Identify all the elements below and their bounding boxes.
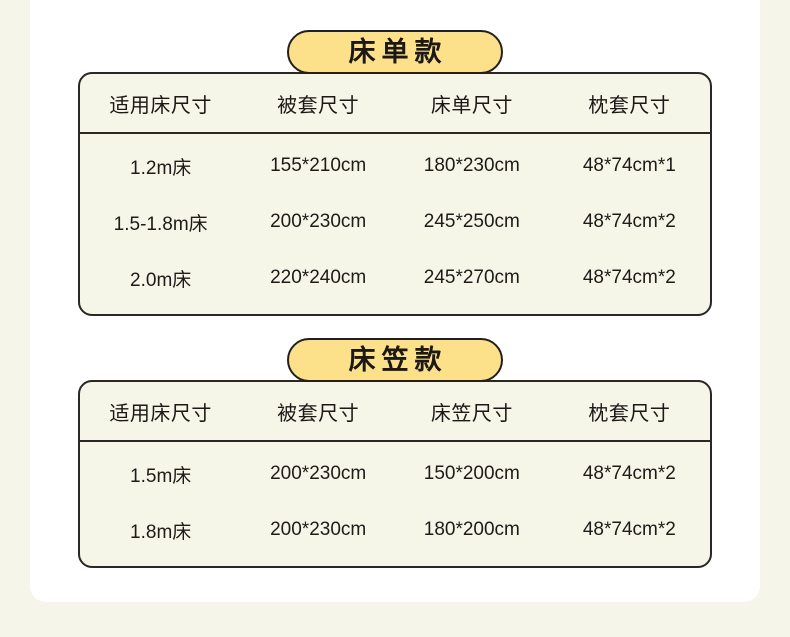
column-header-pillowcase-size: 枕套尺寸 <box>588 402 671 425</box>
column-header-fitted-sheet-size: 床笠尺寸 <box>430 402 513 425</box>
cell-fitted-sheet-size: 180*200cm <box>423 519 520 540</box>
cell-duvet-cover-size: 200*230cm <box>270 519 367 540</box>
size-table-fitted-sheet: 适用床尺寸 被套尺寸 床笠尺寸 枕套尺寸 1.5m床 200*230cm 150… <box>78 380 712 568</box>
column-header-duvet-cover-size: 被套尺寸 <box>277 402 360 425</box>
table-body: 1.2m床 155*210cm 180*230cm 48*74cm*1 1.5-… <box>80 134 710 314</box>
column-header-duvet-cover-size: 被套尺寸 <box>277 94 360 117</box>
cell-pillowcase-size: 48*74cm*2 <box>582 211 676 232</box>
cell-bed-size: 1.8m床 <box>130 521 192 543</box>
column-header-sheet-size: 床单尺寸 <box>430 94 513 117</box>
section-badge-fitted-sheet: 床笠款 <box>287 338 503 382</box>
content-card: 床单款 适用床尺寸 被套尺寸 床单尺寸 枕套尺寸 1.2m床 155*210cm… <box>30 0 760 602</box>
column-header-pillowcase-size: 枕套尺寸 <box>588 94 671 117</box>
table-header-row: 适用床尺寸 被套尺寸 床单尺寸 枕套尺寸 <box>80 74 710 134</box>
cell-pillowcase-size: 48*74cm*2 <box>582 267 676 288</box>
cell-pillowcase-size: 48*74cm*1 <box>582 155 676 176</box>
cell-bed-size: 2.0m床 <box>130 269 192 291</box>
cell-pillowcase-size: 48*74cm*2 <box>582 463 676 484</box>
cell-sheet-size: 245*270cm <box>423 267 520 288</box>
size-table-bed-sheet: 适用床尺寸 被套尺寸 床单尺寸 枕套尺寸 1.2m床 155*210cm 180… <box>78 72 712 316</box>
column-header-bed-size: 适用床尺寸 <box>109 402 212 425</box>
table-header-row: 适用床尺寸 被套尺寸 床笠尺寸 枕套尺寸 <box>80 382 710 442</box>
cell-sheet-size: 245*250cm <box>423 211 520 232</box>
cell-duvet-cover-size: 220*240cm <box>270 267 367 288</box>
section-badge-label: 床笠款 <box>348 344 448 375</box>
table-row: 2.0m床 220*240cm 245*270cm 48*74cm*2 <box>80 250 710 306</box>
cell-pillowcase-size: 48*74cm*2 <box>582 519 676 540</box>
cell-duvet-cover-size: 200*230cm <box>270 463 367 484</box>
section-badge-label: 床单款 <box>348 36 448 67</box>
cell-bed-size: 1.5-1.8m床 <box>113 213 208 235</box>
cell-bed-size: 1.2m床 <box>130 157 192 179</box>
cell-sheet-size: 180*230cm <box>423 155 520 176</box>
table-row: 1.5-1.8m床 200*230cm 245*250cm 48*74cm*2 <box>80 194 710 250</box>
cell-fitted-sheet-size: 150*200cm <box>423 463 520 484</box>
table-body: 1.5m床 200*230cm 150*200cm 48*74cm*2 1.8m… <box>80 442 710 566</box>
table-row: 1.5m床 200*230cm 150*200cm 48*74cm*2 <box>80 446 710 502</box>
column-header-bed-size: 适用床尺寸 <box>109 94 212 117</box>
table-row: 1.2m床 155*210cm 180*230cm 48*74cm*1 <box>80 138 710 194</box>
cell-duvet-cover-size: 200*230cm <box>270 211 367 232</box>
table-row: 1.8m床 200*230cm 180*200cm 48*74cm*2 <box>80 502 710 558</box>
section-badge-bed-sheet: 床单款 <box>287 30 503 74</box>
cell-bed-size: 1.5m床 <box>130 465 192 487</box>
cell-duvet-cover-size: 155*210cm <box>270 155 367 176</box>
